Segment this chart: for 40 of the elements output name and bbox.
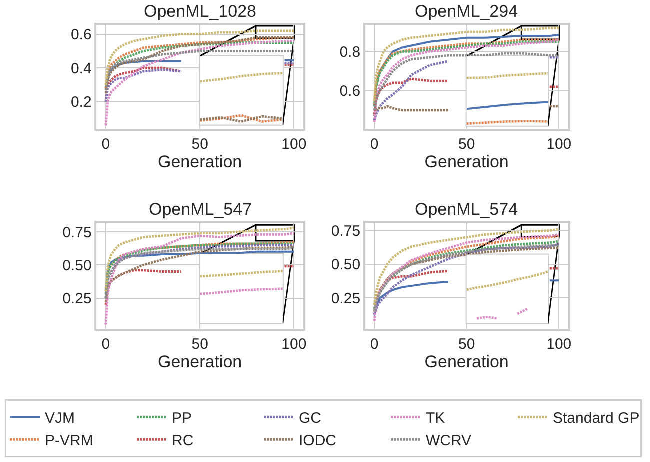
- x-axis-title: Generation: [158, 152, 242, 172]
- y-tick-label: 0.4: [70, 60, 92, 78]
- x-tick-label: 100: [546, 336, 572, 353]
- y-tick-label: 0.75: [331, 222, 361, 240]
- chart-title: OpenML_294: [415, 2, 518, 21]
- y-tick-label: 0.6: [70, 26, 92, 44]
- x-axis-title: Generation: [158, 352, 242, 372]
- x-tick-label: 50: [458, 136, 476, 153]
- x-tick-label: 0: [370, 336, 379, 353]
- legend-label: VJM: [45, 410, 75, 427]
- y-tick-label: 0.75: [62, 224, 92, 242]
- y-tick-label: 0.25: [331, 290, 361, 308]
- legend-label: P-VRM: [45, 432, 94, 450]
- legend-label: TK: [426, 410, 446, 427]
- x-tick-label: 100: [546, 136, 572, 153]
- chart-title: OpenML_1028: [144, 2, 256, 21]
- x-tick-label: 0: [370, 136, 379, 153]
- y-tick-label: 0.6: [340, 83, 361, 100]
- x-tick-label: 0: [102, 336, 110, 353]
- legend-label: RC: [172, 432, 194, 450]
- legend-label: WCRV: [426, 432, 472, 450]
- y-tick-label: 0.2: [70, 94, 92, 112]
- x-tick-label: 50: [458, 336, 476, 353]
- legend-label: GC: [299, 410, 322, 427]
- chart-title: OpenML_574: [415, 200, 518, 219]
- x-tick-label: 0: [102, 136, 110, 153]
- y-tick-label: 0.50: [331, 256, 361, 274]
- y-tick-label: 0.50: [62, 257, 92, 274]
- chart-title: OpenML_547: [149, 200, 252, 219]
- x-tick-label: 50: [192, 336, 208, 353]
- x-tick-label: 100: [282, 336, 307, 353]
- legend-label: IODC: [299, 432, 337, 450]
- y-tick-label: 0.8: [340, 44, 361, 61]
- x-tick-label: 50: [192, 136, 208, 153]
- legend-label: Standard GP: [553, 410, 640, 427]
- y-tick-label: 0.25: [62, 290, 92, 308]
- legend-label: PP: [172, 410, 192, 427]
- x-axis-title: Generation: [424, 152, 509, 172]
- x-axis-title: Generation: [424, 352, 509, 372]
- x-tick-label: 100: [282, 136, 307, 153]
